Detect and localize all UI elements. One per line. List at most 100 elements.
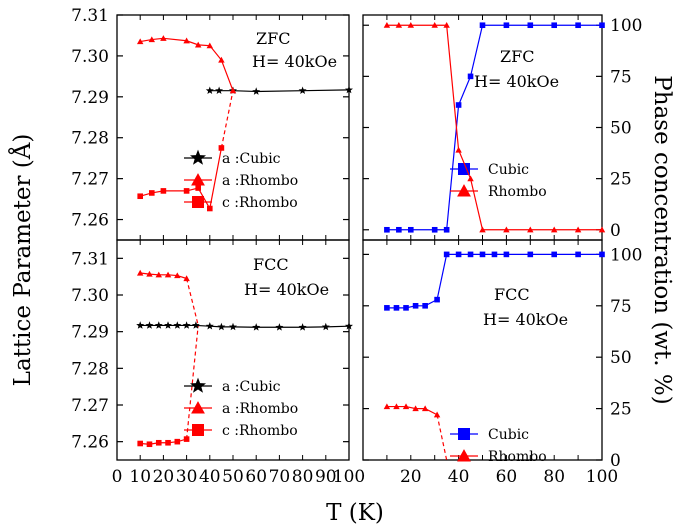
data-point: [136, 321, 145, 329]
data-point: [598, 226, 606, 233]
data-point: [229, 322, 237, 331]
data-point: [136, 269, 144, 276]
annotation-field: H= 40kOe: [244, 280, 329, 299]
data-point: [421, 405, 429, 412]
data-point: [160, 35, 167, 41]
y-tick-label: 100: [610, 16, 642, 36]
data-point: [383, 22, 391, 28]
series-line: [140, 324, 350, 328]
data-point: [183, 37, 190, 44]
series-a-rhombo: [136, 35, 237, 94]
data-point: [174, 272, 181, 279]
data-point: [195, 185, 201, 191]
data-point: [431, 226, 438, 233]
y-tick-label: 7.31: [71, 6, 109, 26]
dashed-connector: [186, 325, 199, 440]
panel-top-left: 7.26 7.27 7.28 7.29 7.30 7.31 a :Cubic a :Rhomb…: [71, 6, 353, 241]
series-cubic: [384, 22, 605, 233]
panel-bottom-left: 7.26 7.27 7.28 7.29 7.30 7.31 0 10 20 30 40 50 60 70 8…: [71, 239, 365, 487]
data-point: [217, 322, 226, 331]
data-point: [527, 251, 534, 258]
data-point: [467, 73, 474, 80]
data-point: [551, 251, 557, 258]
x-tick-label: 60: [245, 467, 267, 487]
data-point: [384, 226, 390, 233]
series-c-rhombo: [137, 90, 234, 212]
data-point: [229, 87, 237, 94]
data-point: [215, 86, 223, 94]
data-point: [345, 85, 353, 94]
data-point: [434, 296, 440, 303]
data-point: [155, 439, 162, 446]
series-line: [140, 147, 222, 211]
dashed-connector: [436, 414, 448, 461]
legend-label: Rhombo: [488, 449, 547, 465]
legend-label: Cubic: [488, 162, 529, 178]
data-point: [252, 87, 261, 95]
data-point: [345, 322, 353, 330]
legend-marker: [458, 163, 470, 175]
data-point: [137, 440, 143, 447]
y-tick-label: 100: [610, 245, 642, 265]
data-point: [443, 22, 450, 28]
data-point: [599, 22, 605, 29]
x-tick-label: 100: [586, 467, 618, 487]
data-point: [479, 251, 486, 258]
y-tick-label: 7.29: [71, 88, 109, 108]
data-point: [160, 188, 167, 194]
y-tick-label: 25: [610, 170, 632, 190]
data-point: [393, 403, 400, 410]
y-tick-label: 7.27: [71, 396, 109, 416]
data-point: [145, 321, 154, 329]
data-point: [183, 188, 190, 194]
data-point: [218, 56, 225, 63]
legend-marker: [458, 428, 470, 440]
y-tick-label: 7.28: [71, 129, 109, 149]
annotation-mode: ZFC: [256, 29, 290, 48]
data-point: [207, 205, 213, 212]
data-point: [146, 270, 153, 277]
data-point: [205, 86, 214, 94]
x-axis-title: T (K): [326, 500, 384, 526]
plot-frame: [362, 239, 603, 461]
data-point: [467, 175, 474, 182]
y-tick-label: 50: [610, 119, 632, 139]
y-tick-label: 7.27: [71, 170, 109, 190]
x-tick-label: 40: [448, 467, 470, 487]
y-tick-label: 7.30: [71, 286, 109, 306]
series-cubic: [384, 251, 605, 311]
y-tick-label: 75: [610, 297, 632, 317]
x-tick-label: 20: [153, 467, 175, 487]
x-tick-label: 0: [112, 467, 123, 487]
x-tick-label: 90: [315, 467, 337, 487]
data-point: [433, 411, 441, 418]
data-point: [149, 190, 155, 196]
data-point: [479, 22, 486, 29]
y-tick-label: 7.26: [71, 211, 109, 231]
data-point: [575, 22, 581, 29]
data-point: [455, 102, 462, 108]
legend-label: a :Rhombo: [222, 173, 298, 189]
legend-label: c :Rhombo: [222, 423, 298, 439]
data-point: [407, 22, 415, 28]
legend-marker: [457, 449, 471, 462]
data-point: [148, 36, 156, 43]
data-point: [183, 275, 190, 282]
x-tick-label: 100: [333, 467, 365, 487]
legend-label: c :Rhombo: [222, 195, 298, 211]
dashed-connector: [186, 278, 199, 326]
data-point: [479, 226, 486, 233]
data-point: [136, 38, 144, 45]
data-point: [173, 321, 182, 329]
y-tick-label: 7.30: [71, 47, 109, 67]
panel-bottom-right: 0 25 50 75 100 20 40 60 80 100 Cubic Rhombo FCC H= 40…: [362, 239, 642, 487]
data-point: [503, 251, 510, 258]
data-point: [443, 226, 450, 233]
data-point: [182, 321, 191, 329]
x-tick-label: 80: [292, 467, 314, 487]
legend-marker: [191, 401, 205, 414]
series-c-rhombo: [137, 436, 190, 448]
legend-label: Rhombo: [488, 184, 547, 200]
data-point: [174, 438, 181, 445]
y-tick-label: 75: [610, 67, 632, 87]
